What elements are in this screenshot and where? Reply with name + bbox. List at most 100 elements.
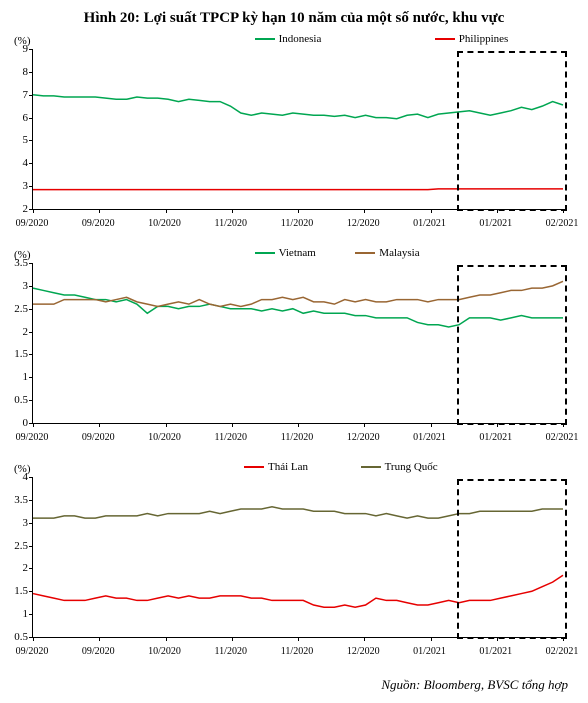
y-tick-label: 2 (14, 326, 28, 338)
x-tick-label: 02/2021 (546, 218, 579, 229)
y-tick-label: 3 (14, 180, 28, 192)
y-tick-label: 9 (14, 43, 28, 55)
x-tick-mark (232, 209, 233, 213)
legend-line-icon (255, 38, 275, 40)
y-tick-label: 2 (14, 562, 28, 574)
y-tick-label: 1.5 (14, 348, 28, 360)
x-tick-label: 01/2021 (413, 218, 446, 229)
series-line-indonesia (33, 95, 563, 119)
x-tick-label: 02/2021 (546, 432, 579, 443)
legend-line-icon (361, 466, 381, 468)
x-tick-label: 10/2020 (148, 646, 181, 657)
y-tick-label: 7 (14, 89, 28, 101)
y-tick-label: 2.5 (14, 303, 28, 315)
x-tick-mark (99, 637, 100, 641)
y-tick-label: 3.5 (14, 257, 28, 269)
y-tick-label: 5 (14, 134, 28, 146)
x-tick-label: 01/2021 (413, 646, 446, 657)
x-tick-label: 10/2020 (148, 218, 181, 229)
source-text: Nguồn: Bloomberg, BVSC tổng hợp (10, 677, 578, 693)
y-tick-label: 0 (14, 417, 28, 429)
legend-label: Philippines (459, 33, 509, 45)
y-tick-label: 0.5 (14, 394, 28, 406)
x-tick-label: 01/2021 (479, 218, 512, 229)
chart-panel-2: (%)0.511.522.533.5409/202009/202010/2020… (10, 463, 570, 663)
x-tick-label: 09/2020 (16, 646, 49, 657)
chart-panel-1: (%)00.511.522.533.509/202009/202010/2020… (10, 249, 570, 449)
x-tick-mark (563, 637, 564, 641)
x-tick-mark (431, 209, 432, 213)
series-line-malaysia (33, 281, 563, 306)
x-tick-label: 12/2020 (347, 646, 380, 657)
x-tick-label: 09/2020 (82, 218, 115, 229)
x-tick-label: 11/2020 (281, 646, 313, 657)
plot-area (32, 49, 563, 210)
x-tick-mark (99, 423, 100, 427)
legend-vietnam: Vietnam (255, 247, 316, 259)
y-tick-label: 1 (14, 608, 28, 620)
x-tick-label: 01/2021 (479, 432, 512, 443)
x-tick-mark (364, 423, 365, 427)
x-tick-mark (298, 423, 299, 427)
legend-line-icon (244, 466, 264, 468)
x-tick-label: 01/2021 (413, 432, 446, 443)
chart-panel-0: (%)2345678909/202009/202010/202011/20201… (10, 35, 570, 235)
legend-label: Malaysia (379, 247, 419, 259)
x-tick-mark (364, 637, 365, 641)
y-tick-label: 8 (14, 66, 28, 78)
x-tick-mark (497, 423, 498, 427)
x-tick-label: 09/2020 (16, 218, 49, 229)
legend-trung-quốc: Trung Quốc (361, 461, 438, 473)
x-tick-mark (232, 423, 233, 427)
figure-title: Hình 20: Lợi suất TPCP kỳ hạn 10 năm của… (10, 10, 578, 27)
y-tick-label: 1 (14, 371, 28, 383)
legend-line-icon (355, 252, 375, 254)
y-tick-label: 2.5 (14, 540, 28, 552)
legend-label: Vietnam (279, 247, 316, 259)
x-tick-label: 02/2021 (546, 646, 579, 657)
plot-area (32, 263, 563, 424)
legend-label: Indonesia (279, 33, 322, 45)
x-tick-label: 09/2020 (16, 432, 49, 443)
y-tick-label: 6 (14, 112, 28, 124)
x-tick-mark (431, 637, 432, 641)
x-tick-label: 10/2020 (148, 432, 181, 443)
series-line-thái-lan (33, 575, 563, 607)
legend-philippines: Philippines (435, 33, 509, 45)
x-tick-mark (497, 637, 498, 641)
x-tick-label: 11/2020 (215, 432, 247, 443)
x-tick-label: 09/2020 (82, 646, 115, 657)
y-tick-label: 3 (14, 280, 28, 292)
x-tick-mark (364, 209, 365, 213)
x-tick-label: 12/2020 (347, 432, 380, 443)
x-tick-label: 11/2020 (281, 218, 313, 229)
x-tick-mark (166, 637, 167, 641)
x-tick-mark (431, 423, 432, 427)
x-tick-label: 11/2020 (215, 646, 247, 657)
y-tick-label: 1.5 (14, 585, 28, 597)
x-tick-mark (33, 209, 34, 213)
series-line-trung-quốc (33, 507, 563, 518)
x-tick-mark (298, 637, 299, 641)
x-tick-mark (232, 637, 233, 641)
legend-line-icon (255, 252, 275, 254)
series-svg (33, 477, 563, 637)
plot-area (32, 477, 563, 638)
x-tick-mark (166, 423, 167, 427)
x-tick-mark (563, 209, 564, 213)
y-tick-label: 4 (14, 157, 28, 169)
series-svg (33, 49, 563, 209)
y-tick-label: 3 (14, 517, 28, 529)
x-tick-mark (497, 209, 498, 213)
x-tick-mark (33, 637, 34, 641)
y-tick-label: 4 (14, 471, 28, 483)
x-tick-label: 01/2021 (479, 646, 512, 657)
x-tick-label: 12/2020 (347, 218, 380, 229)
x-tick-mark (166, 209, 167, 213)
x-tick-mark (33, 423, 34, 427)
x-tick-mark (563, 423, 564, 427)
legend-line-icon (435, 38, 455, 40)
y-tick-label: 3.5 (14, 494, 28, 506)
legend-thái-lan: Thái Lan (244, 461, 308, 473)
series-line-vietnam (33, 288, 563, 327)
